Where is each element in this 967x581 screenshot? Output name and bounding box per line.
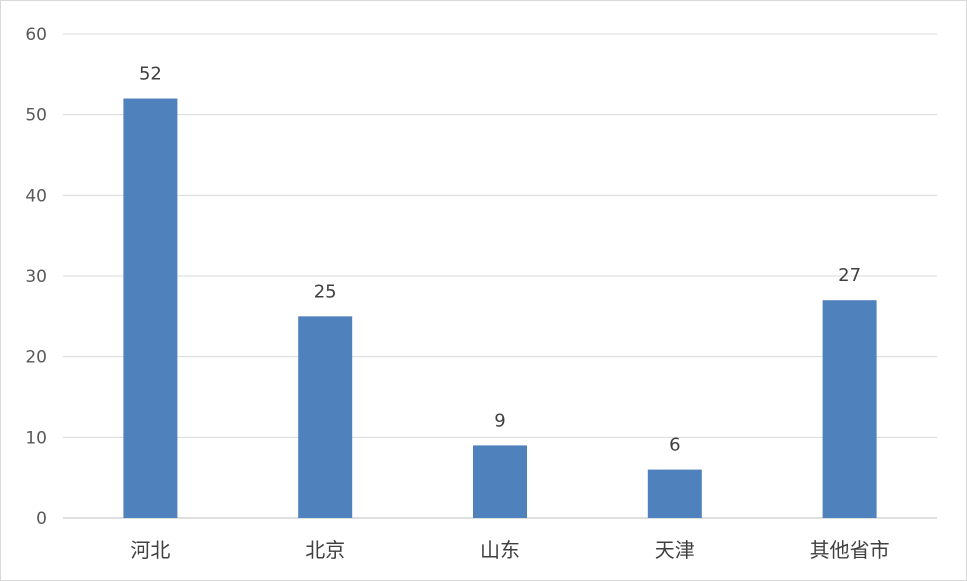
y-tick-label: 0 <box>36 509 47 529</box>
y-tick-label: 10 <box>25 428 47 448</box>
bar <box>647 469 702 518</box>
x-tick-label: 其他省市 <box>810 538 890 562</box>
y-axis-ticks: 0 10 20 30 40 50 60 <box>25 25 47 529</box>
y-tick-label: 50 <box>25 106 47 126</box>
x-tick-label: 北京 <box>305 538 345 562</box>
y-tick-label: 60 <box>25 25 47 45</box>
y-tick-label: 40 <box>25 186 47 206</box>
y-tick-label: 30 <box>25 267 47 287</box>
x-tick-label: 山东 <box>480 538 520 562</box>
data-label: 6 <box>669 435 680 456</box>
data-label: 52 <box>139 64 162 85</box>
y-tick-label: 20 <box>25 348 47 368</box>
bar <box>123 98 178 519</box>
x-tick-label: 河北 <box>130 538 170 562</box>
x-axis-ticks: 河北 北京 山东 天津 其他省市 <box>130 538 889 562</box>
bars <box>123 98 877 519</box>
data-labels: 52 25 9 6 27 <box>139 64 861 456</box>
data-label: 27 <box>838 265 861 286</box>
bar <box>473 445 527 518</box>
x-tick-label: 天津 <box>655 538 695 562</box>
data-label: 9 <box>494 410 505 431</box>
gridlines <box>63 33 937 519</box>
bar <box>822 300 877 518</box>
bar <box>298 316 353 518</box>
data-label: 25 <box>314 281 337 302</box>
